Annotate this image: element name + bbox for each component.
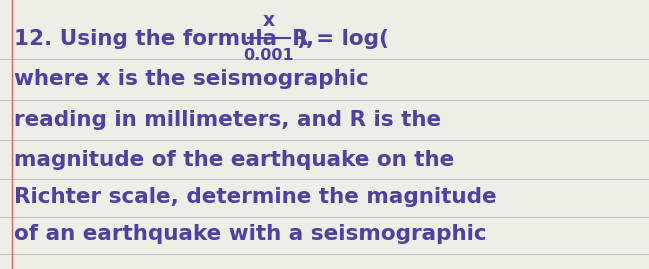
Text: Richter scale, determine the magnitude: Richter scale, determine the magnitude bbox=[14, 187, 497, 207]
Text: of an earthquake with a seismographic: of an earthquake with a seismographic bbox=[14, 224, 487, 244]
Text: reading in millimeters, and R is the: reading in millimeters, and R is the bbox=[14, 110, 441, 130]
Text: x: x bbox=[263, 11, 275, 30]
Text: magnitude of the earthquake on the: magnitude of the earthquake on the bbox=[14, 150, 454, 170]
Text: where x is the seismographic: where x is the seismographic bbox=[14, 69, 369, 89]
Text: 12. Using the formula  R = log(: 12. Using the formula R = log( bbox=[14, 29, 389, 49]
Text: 0.001: 0.001 bbox=[243, 48, 294, 63]
Text: ),: ), bbox=[296, 29, 314, 49]
